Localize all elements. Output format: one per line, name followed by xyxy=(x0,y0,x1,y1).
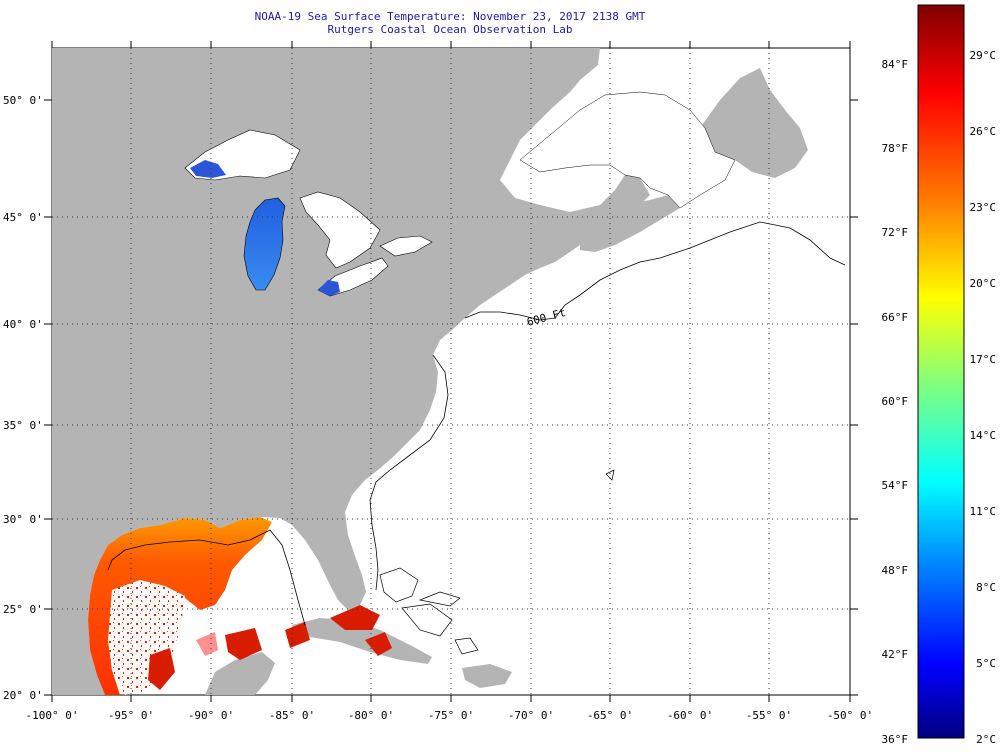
chart-title: NOAA-19 Sea Surface Temperature: Novembe… xyxy=(254,10,646,23)
fahrenheit-label: 48°F xyxy=(882,564,909,577)
celsius-label: 26°C xyxy=(970,125,997,138)
lon-label: -75° 0' xyxy=(428,709,474,722)
fahrenheit-label: 66°F xyxy=(882,311,909,324)
colorbar-fahrenheit-labels: 84°F 78°F 72°F 66°F 60°F 54°F 48°F 42°F 36°F xyxy=(882,58,909,746)
fahrenheit-label: 54°F xyxy=(882,479,909,492)
gulf-sst-light xyxy=(196,632,218,656)
lat-label: 20° 0' xyxy=(3,689,43,702)
celsius-label: 2°C xyxy=(976,733,996,746)
lake-huron xyxy=(299,191,381,269)
celsius-label: 8°C xyxy=(976,581,996,594)
fahrenheit-label: 60°F xyxy=(882,395,909,408)
lon-label: -100° 0' xyxy=(26,709,79,722)
longitude-labels: -100° 0' -95° 0' -90° 0' -85° 0' -80° 0' -75°… xyxy=(26,709,874,722)
lon-label: -90° 0' xyxy=(188,709,234,722)
lon-label: -80° 0' xyxy=(348,709,394,722)
lon-label: -50° 0' xyxy=(827,709,873,722)
bahamas-outline xyxy=(379,567,479,655)
yucatan-land xyxy=(205,652,275,695)
lat-label: 45° 0' xyxy=(3,211,43,224)
celsius-label: 14°C xyxy=(970,429,997,442)
lon-label: -60° 0' xyxy=(667,709,713,722)
colorbar-celsius-labels: 29°C 26°C 23°C 20°C 17°C 14°C 11°C 8°C 5°C 2°C xyxy=(970,49,997,746)
colorbar xyxy=(917,4,965,739)
lat-label: 30° 0' xyxy=(3,513,43,526)
hispaniola-land xyxy=(462,664,512,688)
lon-label: -65° 0' xyxy=(587,709,633,722)
fahrenheit-label: 72°F xyxy=(882,226,909,239)
celsius-label: 29°C xyxy=(970,49,997,62)
fahrenheit-label: 36°F xyxy=(882,733,909,746)
celsius-label: 5°C xyxy=(976,657,996,670)
lon-label: -85° 0' xyxy=(269,709,315,722)
chart-subtitle: Rutgers Coastal Ocean Observation Lab xyxy=(327,23,573,36)
gulf-isobath xyxy=(107,529,306,626)
gulf-sst-field xyxy=(88,517,272,695)
fahrenheit-label: 84°F xyxy=(882,58,909,71)
graticule xyxy=(44,41,858,702)
fahrenheit-label: 42°F xyxy=(882,648,909,661)
lon-label: -55° 0' xyxy=(746,709,792,722)
lat-label: 25° 0' xyxy=(3,603,43,616)
lat-label: 40° 0' xyxy=(3,318,43,331)
celsius-label: 20°C xyxy=(970,277,997,290)
lake-superior-sst xyxy=(190,160,226,178)
lake-erie-sst xyxy=(318,280,340,296)
lat-label: 50° 0' xyxy=(3,94,43,107)
fahrenheit-label: 78°F xyxy=(882,142,909,155)
lon-label: -95° 0' xyxy=(108,709,154,722)
newfoundland-land xyxy=(700,68,808,178)
lake-michigan xyxy=(243,197,286,291)
lake-ontario xyxy=(379,235,433,257)
latitude-labels: 50° 0' 45° 0' 40° 0' 35° 0' 30° 0' 25° 0' 20° … xyxy=(3,94,43,702)
isobath-line-south xyxy=(369,354,449,591)
nova-scotia-land xyxy=(580,195,680,252)
cuba-land xyxy=(292,618,432,664)
gulf-sst-patches xyxy=(148,605,392,690)
north-america-land xyxy=(52,48,650,695)
gulf-of-st-lawrence xyxy=(519,91,736,209)
celsius-label: 23°C xyxy=(970,201,997,214)
lon-label: -70° 0' xyxy=(508,709,554,722)
lat-label: 35° 0' xyxy=(3,419,43,432)
celsius-label: 11°C xyxy=(970,505,997,518)
island-outline xyxy=(605,469,615,481)
celsius-label: 17°C xyxy=(970,353,997,366)
isobath-line xyxy=(464,221,846,321)
